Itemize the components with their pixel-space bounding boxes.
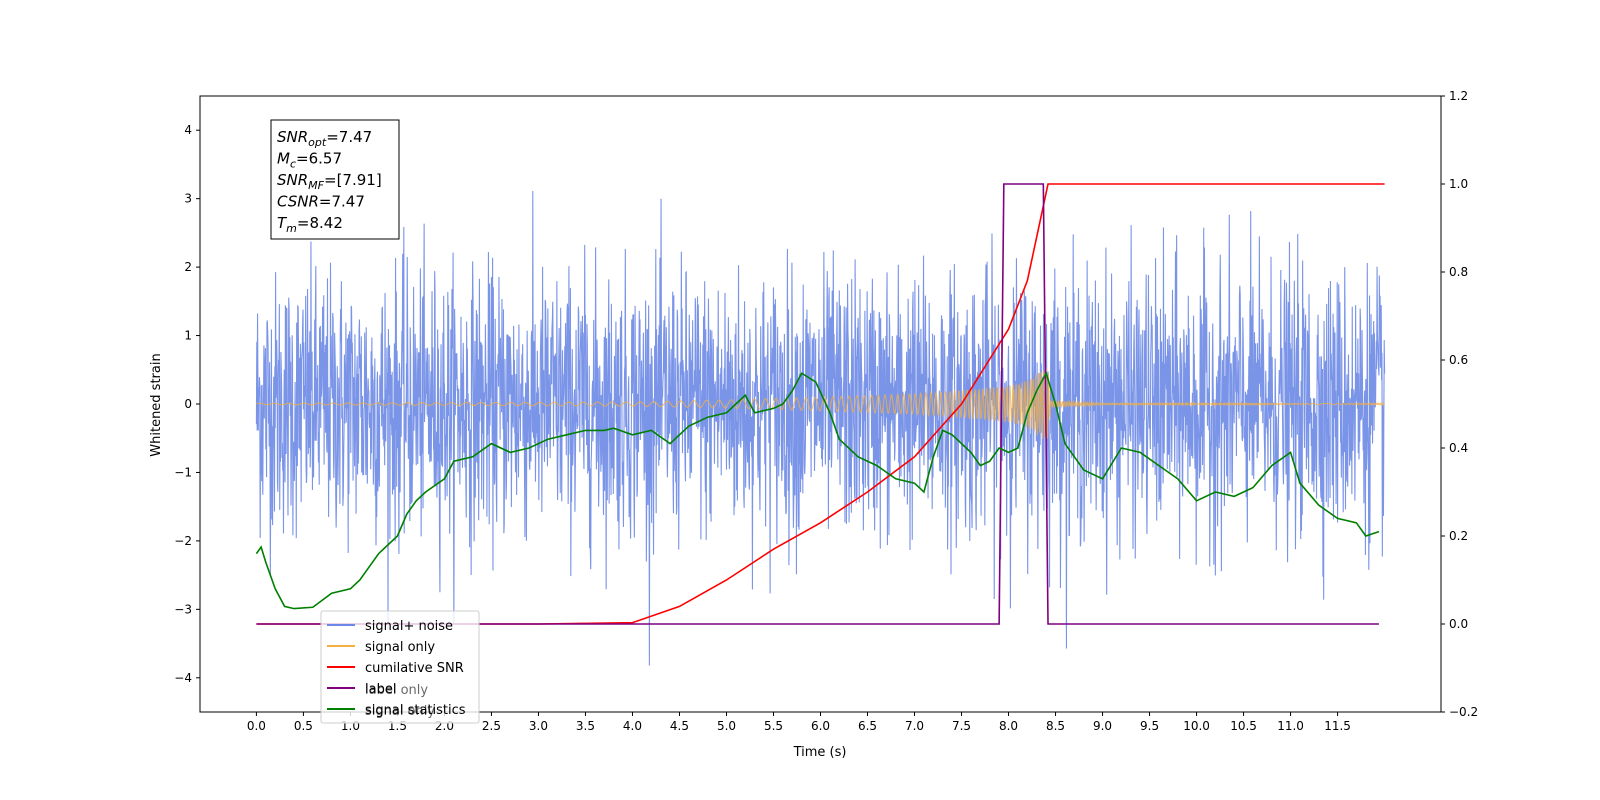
x-tick-label: 11.0 [1277,719,1304,733]
x-tick-label: 9.5 [1140,719,1159,733]
y-axis-label: Whitened strain [149,353,164,456]
x-tick-label: 6.5 [858,719,877,733]
x-tick-label: 5.5 [764,719,783,733]
signal-statistics-line [255,371,1380,610]
annotation-line: CSNR=7.47 [277,193,365,211]
x-tick-label: 4.0 [623,719,642,733]
annotation-line: Mc=6.57 [277,150,342,171]
y-tick-label: −2 [174,534,192,548]
x-tick-label: 8.0 [999,719,1018,733]
legend-label: signal+ noise [365,619,453,634]
y-tick-label: −3 [174,602,192,616]
annotation-line: SNRopt=7.47 [277,128,372,149]
x-tick-label: 10.5 [1230,719,1257,733]
x-axis-label: Time (s) [793,745,847,760]
legend-ghost-label: label only [365,683,428,698]
y-tick-label: 1 [184,329,192,343]
x-tick-label: 0.0 [247,719,266,733]
x-tick-label: 8.5 [1046,719,1065,733]
legend-label: signal statistics [365,703,466,718]
x-tick-label: 4.5 [670,719,689,733]
y2-tick-label: 0.8 [1449,265,1468,279]
legend-label: signal only [365,640,435,655]
x-tick-label: 9.0 [1093,719,1112,733]
x-tick-label: 3.0 [529,719,548,733]
x-tick-label: 10.0 [1183,719,1210,733]
cumulative-snr-line [256,183,1385,625]
legend-label: label [365,682,396,697]
x-tick-label: 11.5 [1324,719,1351,733]
y-tick-label: 4 [184,123,192,137]
x-tick-label: 7.5 [952,719,971,733]
legend-box [320,610,480,724]
y2-tick-label: 0.2 [1449,529,1468,543]
y2-tick-label: −0.2 [1449,705,1478,719]
x-tick-label: 7.0 [905,719,924,733]
x-tick-label: 3.5 [576,719,595,733]
x-tick-label: 5.0 [717,719,736,733]
y2-tick-label: 1.2 [1449,89,1468,103]
x-tick-label: 6.0 [811,719,830,733]
label-line [256,183,1379,625]
y-tick-label: 0 [184,397,192,411]
legend-label: cumilative SNR [365,661,464,676]
legend-ghost-label: signal only [365,704,435,719]
y-tick-label: −4 [174,671,192,685]
annotation-box [270,119,400,240]
signal-only-line [256,367,1386,439]
y2-tick-label: 0.0 [1449,617,1468,631]
y2-tick-label: 0.4 [1449,441,1468,455]
y-tick-label: 2 [184,260,192,274]
y-tick-label: −1 [174,465,192,479]
x-tick-label: 2.5 [482,719,501,733]
y-tick-label: 3 [184,192,192,206]
y2-tick-label: 1.0 [1449,177,1468,191]
y2-tick-label: 0.6 [1449,353,1468,367]
annotation-line: SNRMF=[7.91] [277,171,382,192]
annotation-line: Tm=8.42 [277,214,343,235]
x-tick-label: 0.5 [294,719,313,733]
